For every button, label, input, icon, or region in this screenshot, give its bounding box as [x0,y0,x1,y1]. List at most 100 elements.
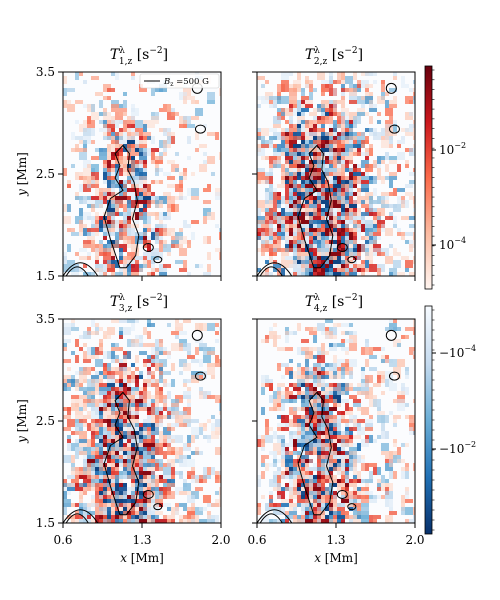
heatmap-cell [289,232,293,236]
heatmap-cell [261,495,265,499]
heatmap-cell [75,264,79,272]
heatmap-cell [333,112,341,116]
heatmap-cell [115,236,119,240]
heatmap-cell [87,232,95,236]
heatmap-cell [333,160,337,164]
heatmap-cell [171,439,175,443]
heatmap-cell [317,236,321,240]
heatmap-cell [107,268,115,272]
heatmap-cell [277,495,281,499]
heatmap-cell [139,375,143,379]
heatmap-cell [127,503,131,507]
heatmap-cell [83,391,87,395]
heatmap-cell [257,507,261,515]
heatmap-cell [171,136,175,144]
heatmap-cell [325,395,329,399]
heatmap-cell [163,383,171,387]
heatmap-cell [301,100,305,104]
heatmap-cell [353,244,357,248]
heatmap-cell [309,327,317,331]
heatmap-cell [131,371,135,379]
heatmap-cell [71,503,75,507]
heatmap-cell [389,499,393,507]
heatmap-cell [99,216,103,220]
heatmap-cell [317,347,321,351]
contour-line [65,266,89,277]
heatmap-cell [277,511,285,515]
heatmap-cell [143,399,147,403]
heatmap-cell [329,387,333,391]
heatmap-cell [401,495,405,503]
heatmap-cell [67,487,75,491]
heatmap-cell [147,403,151,407]
heatmap-cell [111,439,115,443]
heatmap-cell [393,423,397,427]
heatmap-cell [381,192,389,196]
heatmap-cell [265,156,269,160]
heatmap-cell [309,204,313,208]
heatmap-cell [71,319,75,323]
heatmap-cell [393,204,401,212]
heatmap-cell [389,383,397,391]
heatmap-cell [381,196,389,200]
heatmap-cell [207,467,211,475]
heatmap-cell [305,232,309,236]
heatmap-cell [187,124,195,128]
heatmap-cell [199,264,203,268]
heatmap-cell [357,228,361,236]
heatmap-cell [289,507,293,511]
x-tick-label: 0.6 [247,533,266,547]
heatmap-cell [215,331,219,335]
heatmap-cell [393,367,401,375]
heatmap-cell [167,507,171,511]
heatmap-cell [111,415,115,419]
heatmap-cell [87,196,91,200]
heatmap-cell [95,212,99,216]
heatmap-cell [111,248,115,256]
heatmap-cell [103,220,107,224]
heatmap-cell [413,463,415,471]
heatmap-cell [309,224,313,228]
heatmap-cell [111,104,119,112]
heatmap-cell [329,475,337,479]
contour-line [388,124,400,134]
heatmap-cell [321,415,325,419]
heatmap-cell [361,204,369,208]
heatmap-cell [167,491,175,499]
heatmap-cell [87,515,91,519]
heatmap-cell [119,375,123,379]
heatmap-cell [309,459,313,463]
heatmap-cell [337,240,341,244]
heatmap-cell [111,503,115,507]
heatmap-cell [341,220,345,224]
heatmap-cell [401,136,405,140]
heatmap-cell [301,228,305,232]
heatmap-cell [139,351,147,355]
heatmap-cell [325,399,333,403]
heatmap-cell [151,479,155,483]
heatmap-cell [377,375,381,383]
heatmap-cell [95,323,99,327]
heatmap-cell [99,391,107,395]
heatmap-cell [99,423,103,427]
heatmap-cell [95,423,99,427]
heatmap-cell [111,180,115,184]
heatmap-cell [75,371,79,375]
heatmap-cell [265,455,269,459]
heatmap-cell [143,204,147,208]
heatmap-cell [67,100,71,104]
heatmap-cell [325,180,329,184]
heatmap-cell [147,411,151,415]
heatmap-cell [187,399,191,403]
heatmap-cell [203,475,211,479]
heatmap-cell [261,252,265,256]
heatmap-cell [123,180,127,184]
heatmap-cell [195,347,199,355]
heatmap-cell [397,459,405,463]
heatmap-cell [293,208,297,212]
heatmap-cell [257,208,261,216]
heatmap-cell [63,455,71,463]
heatmap-cell [281,196,285,204]
heatmap-cell [285,347,293,351]
heatmap-cell [269,387,273,391]
